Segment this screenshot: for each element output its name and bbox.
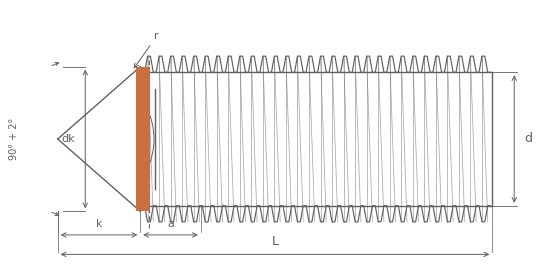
Text: r: r (134, 31, 159, 68)
Text: a: a (167, 219, 174, 229)
Text: dk: dk (62, 134, 75, 144)
Text: L: L (272, 235, 278, 248)
Text: 90° + 2°: 90° + 2° (9, 118, 19, 160)
Bar (136, 67, 150, 211)
Text: k: k (96, 219, 102, 229)
Text: d: d (524, 133, 532, 145)
